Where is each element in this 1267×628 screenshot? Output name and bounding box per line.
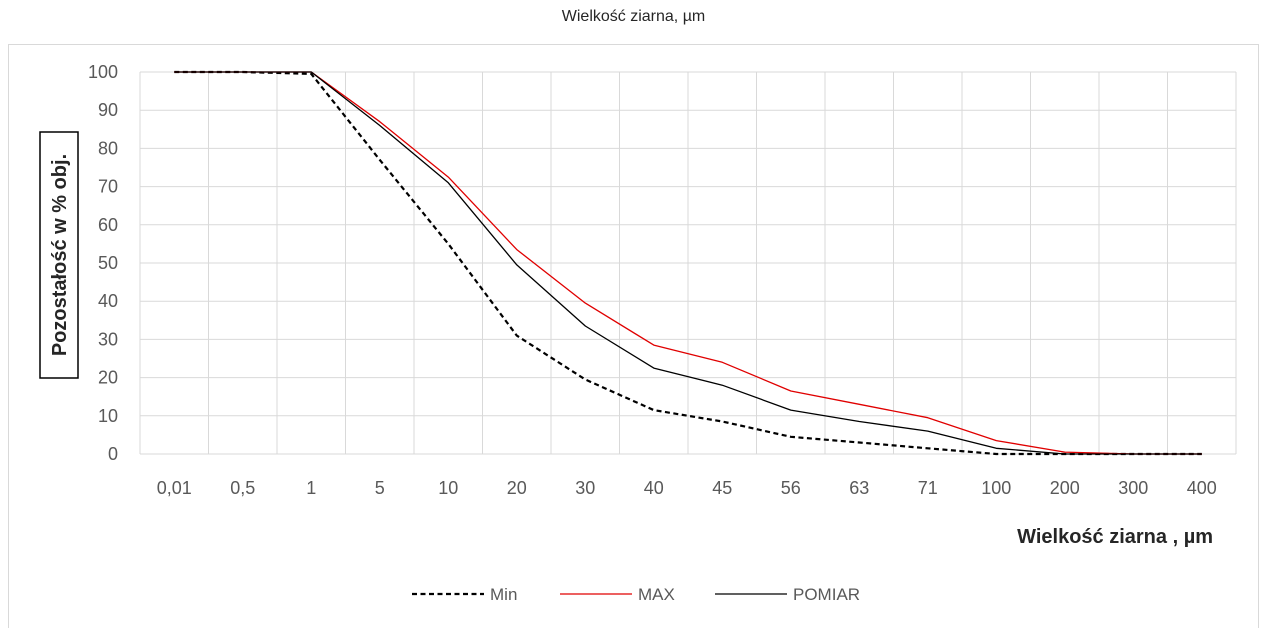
y-tick-label: 60 — [98, 215, 118, 235]
x-tick-label: 5 — [375, 478, 385, 498]
y-axis-title: Pozostałość w % obj. — [49, 154, 71, 356]
y-tick-label: 40 — [98, 291, 118, 311]
x-tick-label: 400 — [1187, 478, 1217, 498]
legend-label-pomiar: POMIAR — [793, 585, 860, 604]
x-tick-label: 100 — [981, 478, 1011, 498]
x-tick-label: 20 — [507, 478, 527, 498]
legend-label-min: Min — [490, 585, 517, 604]
y-tick-label: 50 — [98, 253, 118, 273]
y-tick-label: 10 — [98, 406, 118, 426]
x-tick-label: 300 — [1118, 478, 1148, 498]
x-tick-label: 1 — [306, 478, 316, 498]
y-tick-label: 20 — [98, 368, 118, 388]
series-line-pomiar — [174, 71, 1202, 455]
x-tick-labels: 0,01 0,5 1 5 10 20 30 40 45 56 63 71 100 200 300 400 — [157, 478, 1217, 498]
series-lines — [174, 70, 1202, 456]
x-tick-label: 40 — [644, 478, 664, 498]
legend-label-max: MAX — [638, 585, 675, 604]
series-line-max — [174, 71, 1202, 455]
y-tick-label: 90 — [98, 100, 118, 120]
y-tick-labels: 0 10 20 30 40 50 60 70 80 90 100 — [88, 62, 118, 464]
x-tick-label: 0,5 — [230, 478, 255, 498]
y-tick-label: 30 — [98, 329, 118, 349]
x-tick-label: 10 — [438, 478, 458, 498]
y-tick-label: 100 — [88, 62, 118, 82]
y-tick-label: 0 — [108, 444, 118, 464]
x-axis-title: Wielkość ziarna , µm — [1017, 526, 1213, 548]
x-tick-label: 0,01 — [157, 478, 192, 498]
x-tick-label: 71 — [918, 478, 938, 498]
y-tick-label: 80 — [98, 138, 118, 158]
grid-lines — [139, 71, 1237, 455]
x-tick-label: 200 — [1050, 478, 1080, 498]
y-axis-title-box: Pozostałość w % obj. — [39, 131, 79, 379]
page-title: Wielkość ziarna, µm — [561, 8, 706, 25]
y-tick-label: 70 — [98, 177, 118, 197]
x-tick-label: 30 — [575, 478, 595, 498]
x-tick-label: 56 — [781, 478, 801, 498]
legend: Min MAX POMIAR — [412, 585, 860, 604]
series-line-min — [174, 70, 1202, 456]
x-tick-label: 63 — [849, 478, 869, 498]
chart-frame — [8, 44, 1259, 628]
x-tick-label: 45 — [712, 478, 732, 498]
